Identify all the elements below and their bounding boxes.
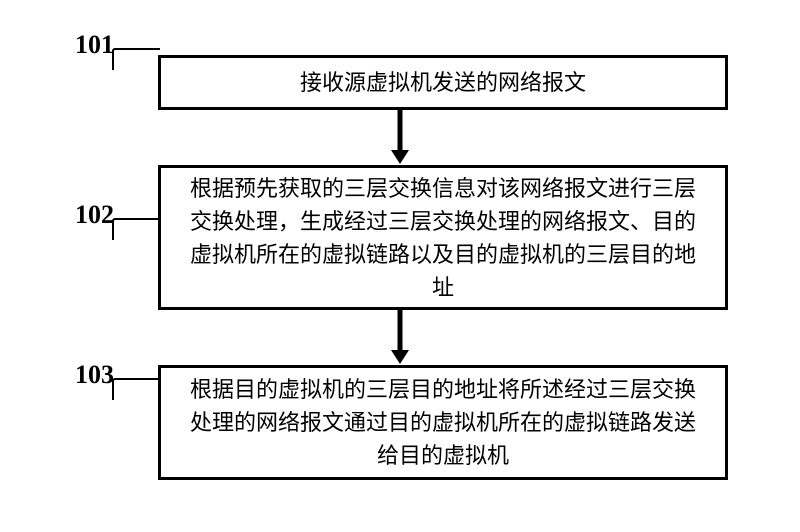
label-bracket-3 — [112, 378, 160, 400]
label-text: 103 — [75, 360, 114, 389]
step-box-2: 根据预先获取的三层交换信息对该网络报文进行三层交换处理，生成经过三层交换处理的网… — [158, 165, 728, 310]
step-box-1: 接收源虚拟机发送的网络报文 — [158, 55, 728, 110]
step-text-1: 接收源虚拟机发送的网络报文 — [300, 66, 586, 99]
label-bracket-2 — [112, 218, 160, 240]
arrow-line-2 — [398, 310, 403, 352]
arrow-head-2 — [391, 350, 409, 364]
flowchart-container: 101 接收源虚拟机发送的网络报文 102 根据预先获取的三层交换信息对该网络报… — [0, 0, 800, 532]
step-box-3: 根据目的虚拟机的三层目的地址将所述经过三层交换处理的网络报文通过目的虚拟机所在的… — [158, 365, 728, 480]
step-label-102: 102 — [75, 200, 114, 230]
arrow-line-1 — [398, 110, 403, 152]
label-text: 102 — [75, 200, 114, 229]
step-text-3: 根据目的虚拟机的三层目的地址将所述经过三层交换处理的网络报文通过目的虚拟机所在的… — [185, 373, 701, 472]
step-label-103: 103 — [75, 360, 114, 390]
step-label-101: 101 — [75, 30, 114, 60]
label-text: 101 — [75, 30, 114, 59]
arrow-head-1 — [391, 150, 409, 164]
label-bracket-1 — [112, 48, 160, 70]
step-text-2: 根据预先获取的三层交换信息对该网络报文进行三层交换处理，生成经过三层交换处理的网… — [185, 172, 701, 304]
